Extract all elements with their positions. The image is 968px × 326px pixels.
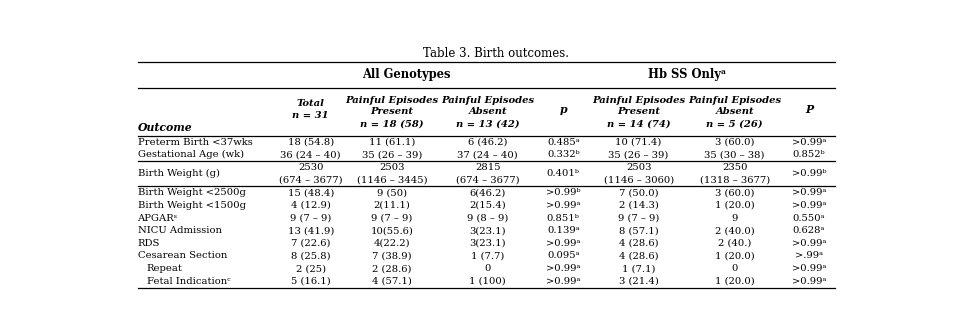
Text: 9 (7 – 9): 9 (7 – 9)	[371, 214, 412, 223]
Text: 0: 0	[732, 264, 738, 273]
Text: 6 (46.2): 6 (46.2)	[469, 138, 507, 147]
Text: 8 (25.8): 8 (25.8)	[291, 251, 331, 260]
Text: Cesarean Section: Cesarean Section	[137, 251, 227, 260]
Text: 18 (54.8): 18 (54.8)	[287, 138, 334, 147]
Text: 1 (7.1): 1 (7.1)	[621, 264, 655, 273]
Text: 2 (14.3): 2 (14.3)	[619, 201, 658, 210]
Text: Gestational Age (wk): Gestational Age (wk)	[137, 150, 244, 159]
Text: >0.99ᵃ: >0.99ᵃ	[546, 277, 581, 286]
Text: Painful Episodes
Present
n = 14 (74): Painful Episodes Present n = 14 (74)	[592, 96, 685, 128]
Text: 0.139ᵃ: 0.139ᵃ	[547, 226, 580, 235]
Text: 3(23.1): 3(23.1)	[469, 226, 506, 235]
Text: 0.401ᵇ: 0.401ᵇ	[547, 169, 580, 178]
Text: Painful Episodes
Absent
n = 5 (26): Painful Episodes Absent n = 5 (26)	[688, 96, 781, 128]
Text: Birth Weight (g): Birth Weight (g)	[137, 169, 220, 178]
Text: 1 (100): 1 (100)	[469, 277, 506, 286]
Text: 35 (30 – 38): 35 (30 – 38)	[705, 150, 765, 159]
Text: 7 (50.0): 7 (50.0)	[619, 188, 658, 197]
Text: 0.851ᵇ: 0.851ᵇ	[547, 214, 580, 223]
Text: 4 (28.6): 4 (28.6)	[619, 251, 658, 260]
Text: p: p	[560, 104, 567, 115]
Text: 3(23.1): 3(23.1)	[469, 239, 506, 248]
Text: >0.99ᵃ: >0.99ᵃ	[792, 277, 826, 286]
Text: Preterm Birth <37wks: Preterm Birth <37wks	[137, 138, 253, 147]
Text: P: P	[804, 104, 813, 115]
Text: >.99ᵃ: >.99ᵃ	[795, 251, 823, 260]
Text: Birth Weight <2500g: Birth Weight <2500g	[137, 188, 245, 197]
Text: 35 (26 – 39): 35 (26 – 39)	[609, 150, 669, 159]
Text: 2815
(674 – 3677): 2815 (674 – 3677)	[456, 163, 520, 184]
Text: >0.99ᵃ: >0.99ᵃ	[792, 138, 826, 147]
Text: APGARˢ: APGARˢ	[137, 214, 178, 223]
Text: >0.99ᵇ: >0.99ᵇ	[546, 188, 581, 197]
Text: 0: 0	[485, 264, 491, 273]
Text: 4(22.2): 4(22.2)	[374, 239, 410, 248]
Text: 2 (40.): 2 (40.)	[718, 239, 751, 248]
Text: 37 (24 – 40): 37 (24 – 40)	[458, 150, 518, 159]
Text: Table 3. Birth outcomes.: Table 3. Birth outcomes.	[423, 47, 569, 60]
Text: 0.852ᵇ: 0.852ᵇ	[793, 150, 826, 159]
Text: >0.99ᵃ: >0.99ᵃ	[792, 201, 826, 210]
Text: 8 (57.1): 8 (57.1)	[619, 226, 658, 235]
Text: 11 (61.1): 11 (61.1)	[369, 138, 415, 147]
Text: 13 (41.9): 13 (41.9)	[287, 226, 334, 235]
Text: 2(15.4): 2(15.4)	[469, 201, 506, 210]
Text: 9 (7 – 9): 9 (7 – 9)	[618, 214, 659, 223]
Text: 9 (7 – 9): 9 (7 – 9)	[290, 214, 331, 223]
Text: 10(55.6): 10(55.6)	[371, 226, 413, 235]
Text: 3 (21.4): 3 (21.4)	[619, 277, 658, 286]
Text: 2530
(674 – 3677): 2530 (674 – 3677)	[279, 163, 343, 184]
Text: 9: 9	[732, 214, 738, 223]
Text: 7 (22.6): 7 (22.6)	[291, 239, 330, 248]
Text: All Genotypes: All Genotypes	[363, 68, 451, 82]
Text: 6(46.2): 6(46.2)	[469, 188, 506, 197]
Text: 0.628ᵃ: 0.628ᵃ	[793, 226, 825, 235]
Text: 1 (20.0): 1 (20.0)	[714, 251, 754, 260]
Text: 4 (28.6): 4 (28.6)	[619, 239, 658, 248]
Text: Repeat: Repeat	[146, 264, 182, 273]
Text: 0.095ᵃ: 0.095ᵃ	[547, 251, 580, 260]
Text: Hb SS Onlyᵃ: Hb SS Onlyᵃ	[648, 68, 726, 82]
Text: 9 (50): 9 (50)	[377, 188, 407, 197]
Text: 15 (48.4): 15 (48.4)	[287, 188, 334, 197]
Text: >0.99ᵃ: >0.99ᵃ	[546, 201, 581, 210]
Text: >0.99ᵃ: >0.99ᵃ	[792, 188, 826, 197]
Text: >0.99ᵃ: >0.99ᵃ	[546, 239, 581, 248]
Text: 2503
(1146 – 3445): 2503 (1146 – 3445)	[356, 163, 427, 184]
Text: 2 (28.6): 2 (28.6)	[372, 264, 411, 273]
Text: Painful Episodes
Present
n = 18 (58): Painful Episodes Present n = 18 (58)	[346, 96, 439, 128]
Text: 0.550ᵃ: 0.550ᵃ	[793, 214, 825, 223]
Text: 2 (25): 2 (25)	[296, 264, 326, 273]
Text: 2(11.1): 2(11.1)	[374, 201, 410, 210]
Text: 0.485ᵃ: 0.485ᵃ	[547, 138, 580, 147]
Text: 1 (20.0): 1 (20.0)	[714, 201, 754, 210]
Text: 9 (8 – 9): 9 (8 – 9)	[468, 214, 508, 223]
Text: 0.332ᵇ: 0.332ᵇ	[547, 150, 580, 159]
Text: 3 (60.0): 3 (60.0)	[715, 188, 754, 197]
Text: 36 (24 – 40): 36 (24 – 40)	[281, 150, 341, 159]
Text: >0.99ᵇ: >0.99ᵇ	[792, 169, 826, 178]
Text: >0.99ᵃ: >0.99ᵃ	[792, 239, 826, 248]
Text: >0.99ᵃ: >0.99ᵃ	[792, 264, 826, 273]
Text: 2 (40.0): 2 (40.0)	[714, 226, 754, 235]
Text: Painful Episodes
Absent
n = 13 (42): Painful Episodes Absent n = 13 (42)	[441, 96, 534, 128]
Text: Birth Weight <1500g: Birth Weight <1500g	[137, 201, 246, 210]
Text: 5 (16.1): 5 (16.1)	[291, 277, 331, 286]
Text: 4 (12.9): 4 (12.9)	[290, 201, 331, 210]
Text: RDS: RDS	[137, 239, 160, 248]
Text: Total
n = 31: Total n = 31	[292, 99, 329, 120]
Text: 1 (20.0): 1 (20.0)	[714, 277, 754, 286]
Text: >0.99ᵃ: >0.99ᵃ	[546, 264, 581, 273]
Text: Outcome: Outcome	[137, 122, 192, 133]
Text: 3 (60.0): 3 (60.0)	[715, 138, 754, 147]
Text: Fetal Indicationᶜ: Fetal Indicationᶜ	[146, 277, 230, 286]
Text: NICU Admission: NICU Admission	[137, 226, 222, 235]
Text: 1 (7.7): 1 (7.7)	[471, 251, 504, 260]
Text: 2503
(1146 – 3060): 2503 (1146 – 3060)	[603, 163, 674, 184]
Text: 10 (71.4): 10 (71.4)	[616, 138, 662, 147]
Text: 4 (57.1): 4 (57.1)	[372, 277, 411, 286]
Text: 35 (26 – 39): 35 (26 – 39)	[362, 150, 422, 159]
Text: 7 (38.9): 7 (38.9)	[372, 251, 411, 260]
Text: 2350
(1318 – 3677): 2350 (1318 – 3677)	[700, 163, 770, 184]
